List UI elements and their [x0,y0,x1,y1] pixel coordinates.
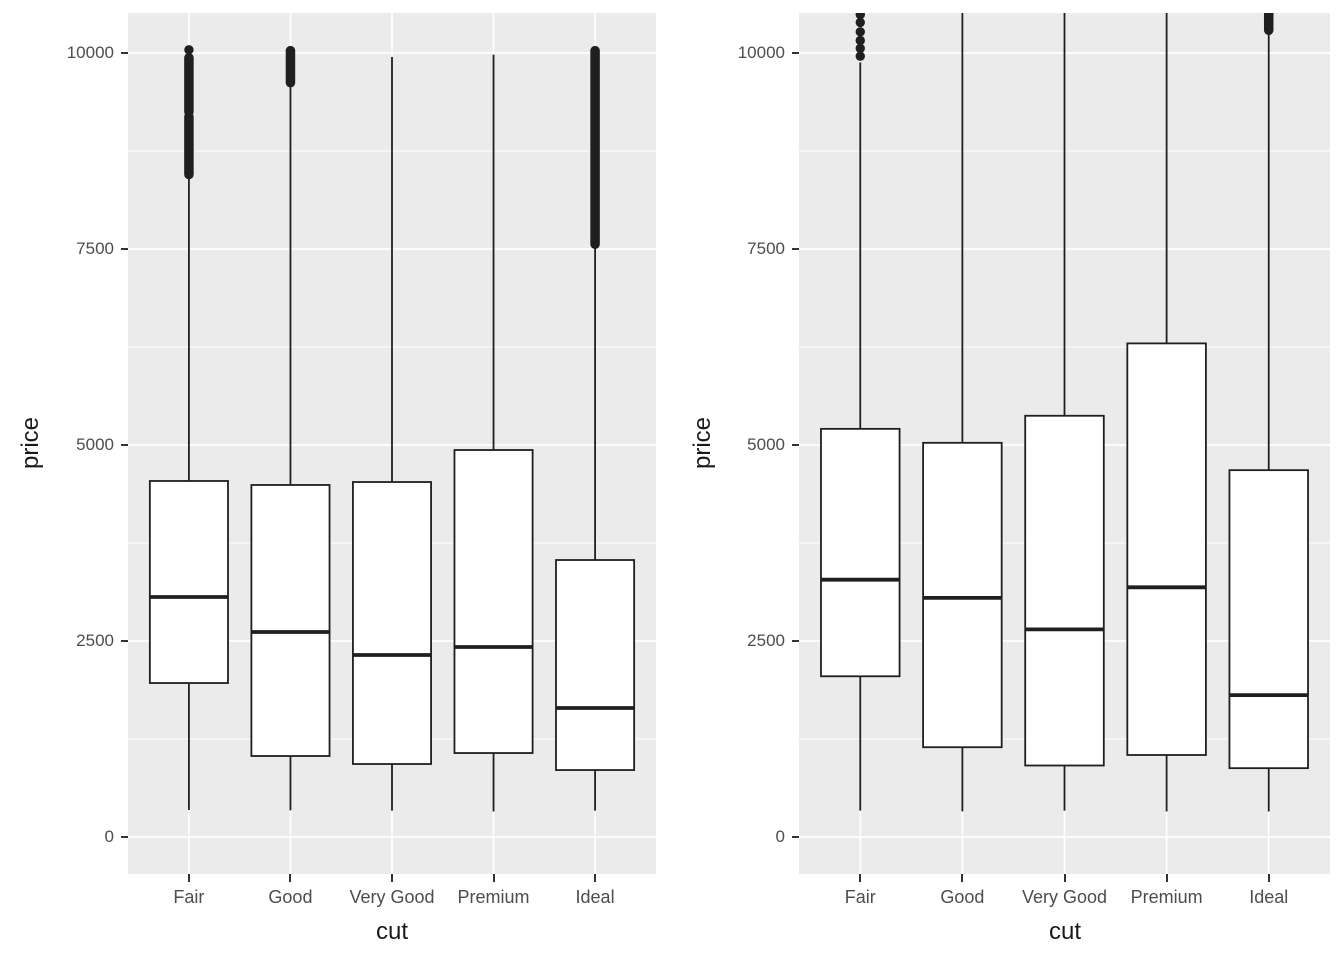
x-tick-label-very-good: Very Good [349,887,435,907]
x-tick-label-ideal: Ideal [1249,887,1289,907]
box-good [922,441,1003,749]
y-tick-label: 2500 [76,631,114,650]
x-axis-title-right: cut [1048,918,1082,945]
box-very-good [352,481,432,765]
y-tick-mark [792,52,799,54]
left-boxplot [128,13,656,874]
right-boxplot [799,13,1330,874]
x-tick-mark [187,874,190,882]
outlier-dot [855,51,865,61]
outlier-dot [855,17,865,28]
x-tick-label-ideal: Ideal [575,887,615,907]
x-tick-mark [594,874,597,882]
x-tick-mark [492,874,495,882]
x-tick-mark [1165,874,1168,882]
box-ideal [1228,469,1309,770]
x-tick-mark [961,874,964,882]
y-tick-mark [121,248,128,250]
y-tick-label: 10000 [66,43,114,62]
y-tick-mark [792,248,799,250]
box-ideal [555,559,636,771]
x-tick-mark [1267,874,1270,882]
y-tick-label: 2500 [747,631,785,650]
y-tick-mark [121,836,128,838]
x-tick-label-premium: Premium [457,887,530,907]
outlier-dot [855,35,865,46]
y-tick-label: 7500 [76,239,114,258]
y-tick-label: 10000 [737,43,785,62]
box-premium [1126,342,1207,756]
x-tick-mark [391,874,393,882]
outlier-dot [855,13,865,20]
x-tick-label-very-good: Very Good [1021,887,1108,907]
y-tick-label: 7500 [747,239,785,258]
box-fair [148,480,229,684]
x-tick-label-fair: Fair [844,887,876,907]
outlier-dot [184,45,194,55]
y-tick-label: 0 [104,827,114,846]
box-good [250,484,331,757]
y-tick-mark [792,640,799,642]
y-tick-mark [121,52,128,54]
outlier-dot [855,27,865,37]
y-tick-label: 5000 [747,435,785,454]
y-axis-title-right: price [689,416,716,470]
y-tick-label: 5000 [76,435,114,454]
y-tick-mark [792,444,799,446]
x-axis-title-left: cut [375,918,409,945]
x-tick-label-premium: Premium [1130,887,1203,907]
left-plot-panel [128,13,656,874]
x-tick-label-good: Good [940,887,985,907]
x-tick-label-fair: Fair [173,887,205,907]
y-tick-label: 0 [775,827,785,846]
x-tick-label-good: Good [268,887,313,907]
right-plot-panel [799,13,1330,874]
box-fair [820,427,901,678]
box-very-good [1024,414,1105,767]
y-tick-mark [121,444,128,446]
outlier-dot [855,43,865,53]
x-tick-mark [859,874,862,882]
x-tick-mark [1063,874,1066,882]
box-premium [453,449,534,754]
y-axis-title-left: price [17,416,44,470]
x-tick-mark [289,874,292,882]
y-tick-mark [792,836,799,838]
y-tick-mark [121,640,128,642]
